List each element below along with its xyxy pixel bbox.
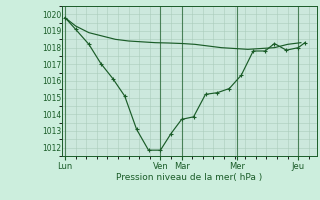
X-axis label: Pression niveau de la mer( hPa ): Pression niveau de la mer( hPa ) — [116, 173, 263, 182]
